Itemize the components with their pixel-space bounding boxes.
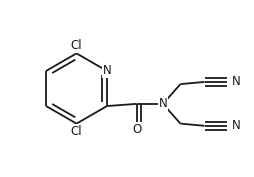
Text: Cl: Cl — [71, 125, 82, 138]
Text: N: N — [103, 64, 111, 78]
Text: Cl: Cl — [71, 39, 82, 52]
Text: N: N — [231, 119, 240, 132]
Text: N: N — [231, 75, 240, 88]
Text: O: O — [132, 123, 141, 136]
Text: N: N — [158, 97, 167, 110]
